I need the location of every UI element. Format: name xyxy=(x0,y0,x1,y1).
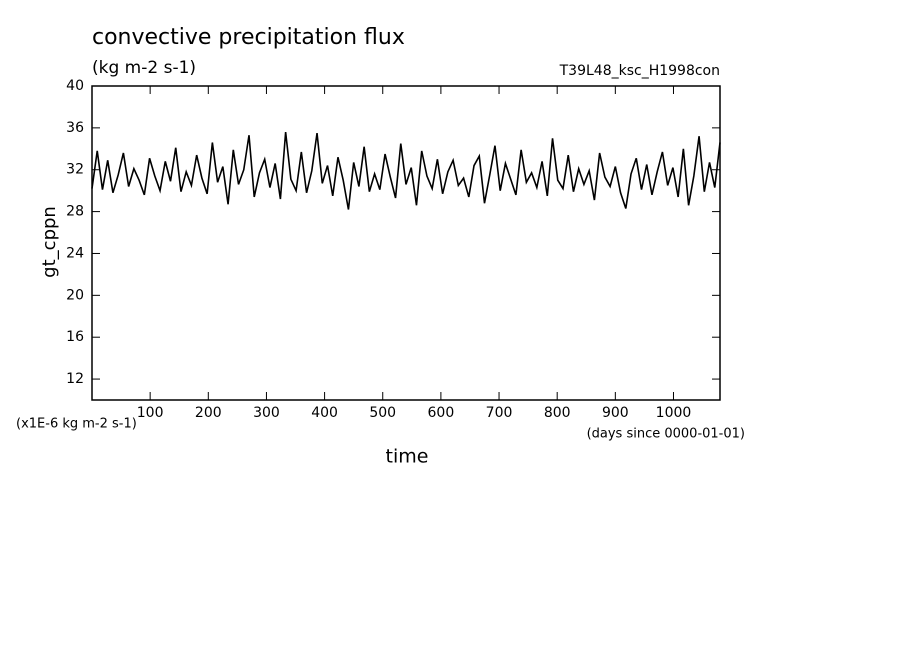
chart-subtitle: (kg m-2 s-1) xyxy=(92,58,196,78)
y-tick-label: 16 xyxy=(66,329,84,345)
x-tick-label: 100 xyxy=(137,405,164,421)
x-tick-label: 700 xyxy=(486,405,513,421)
y-axis-label: gt_cppn xyxy=(39,206,60,278)
x-tick-label: 500 xyxy=(369,405,396,421)
x-tick-label: 300 xyxy=(253,405,280,421)
y-tick-label: 40 xyxy=(66,78,84,94)
run-label: T39L48_ksc_H1998con xyxy=(559,63,720,79)
x-tick-label: 200 xyxy=(195,405,222,421)
y-tick-label: 12 xyxy=(66,371,84,387)
x-tick-label: 400 xyxy=(311,405,338,421)
y-tick-label: 32 xyxy=(66,162,84,178)
y-tick-label: 20 xyxy=(66,287,84,303)
y-tick-label: 24 xyxy=(66,245,84,261)
data-line xyxy=(91,131,721,210)
x-axis-label: time xyxy=(386,446,429,468)
y-tick-label: 28 xyxy=(66,204,84,220)
x-tick-label: 600 xyxy=(428,405,455,421)
y-unit-label: (x1E-6 kg m-2 s-1) xyxy=(16,417,137,432)
x-tick-label: 900 xyxy=(602,405,629,421)
x-unit-label: (days since 0000-01-01) xyxy=(587,427,745,442)
x-tick-label: 1000 xyxy=(656,405,692,421)
y-tick-label: 36 xyxy=(66,120,84,136)
x-tick-label: 800 xyxy=(544,405,571,421)
chart-title: convective precipitation flux xyxy=(92,25,405,50)
plot-frame xyxy=(91,85,721,401)
